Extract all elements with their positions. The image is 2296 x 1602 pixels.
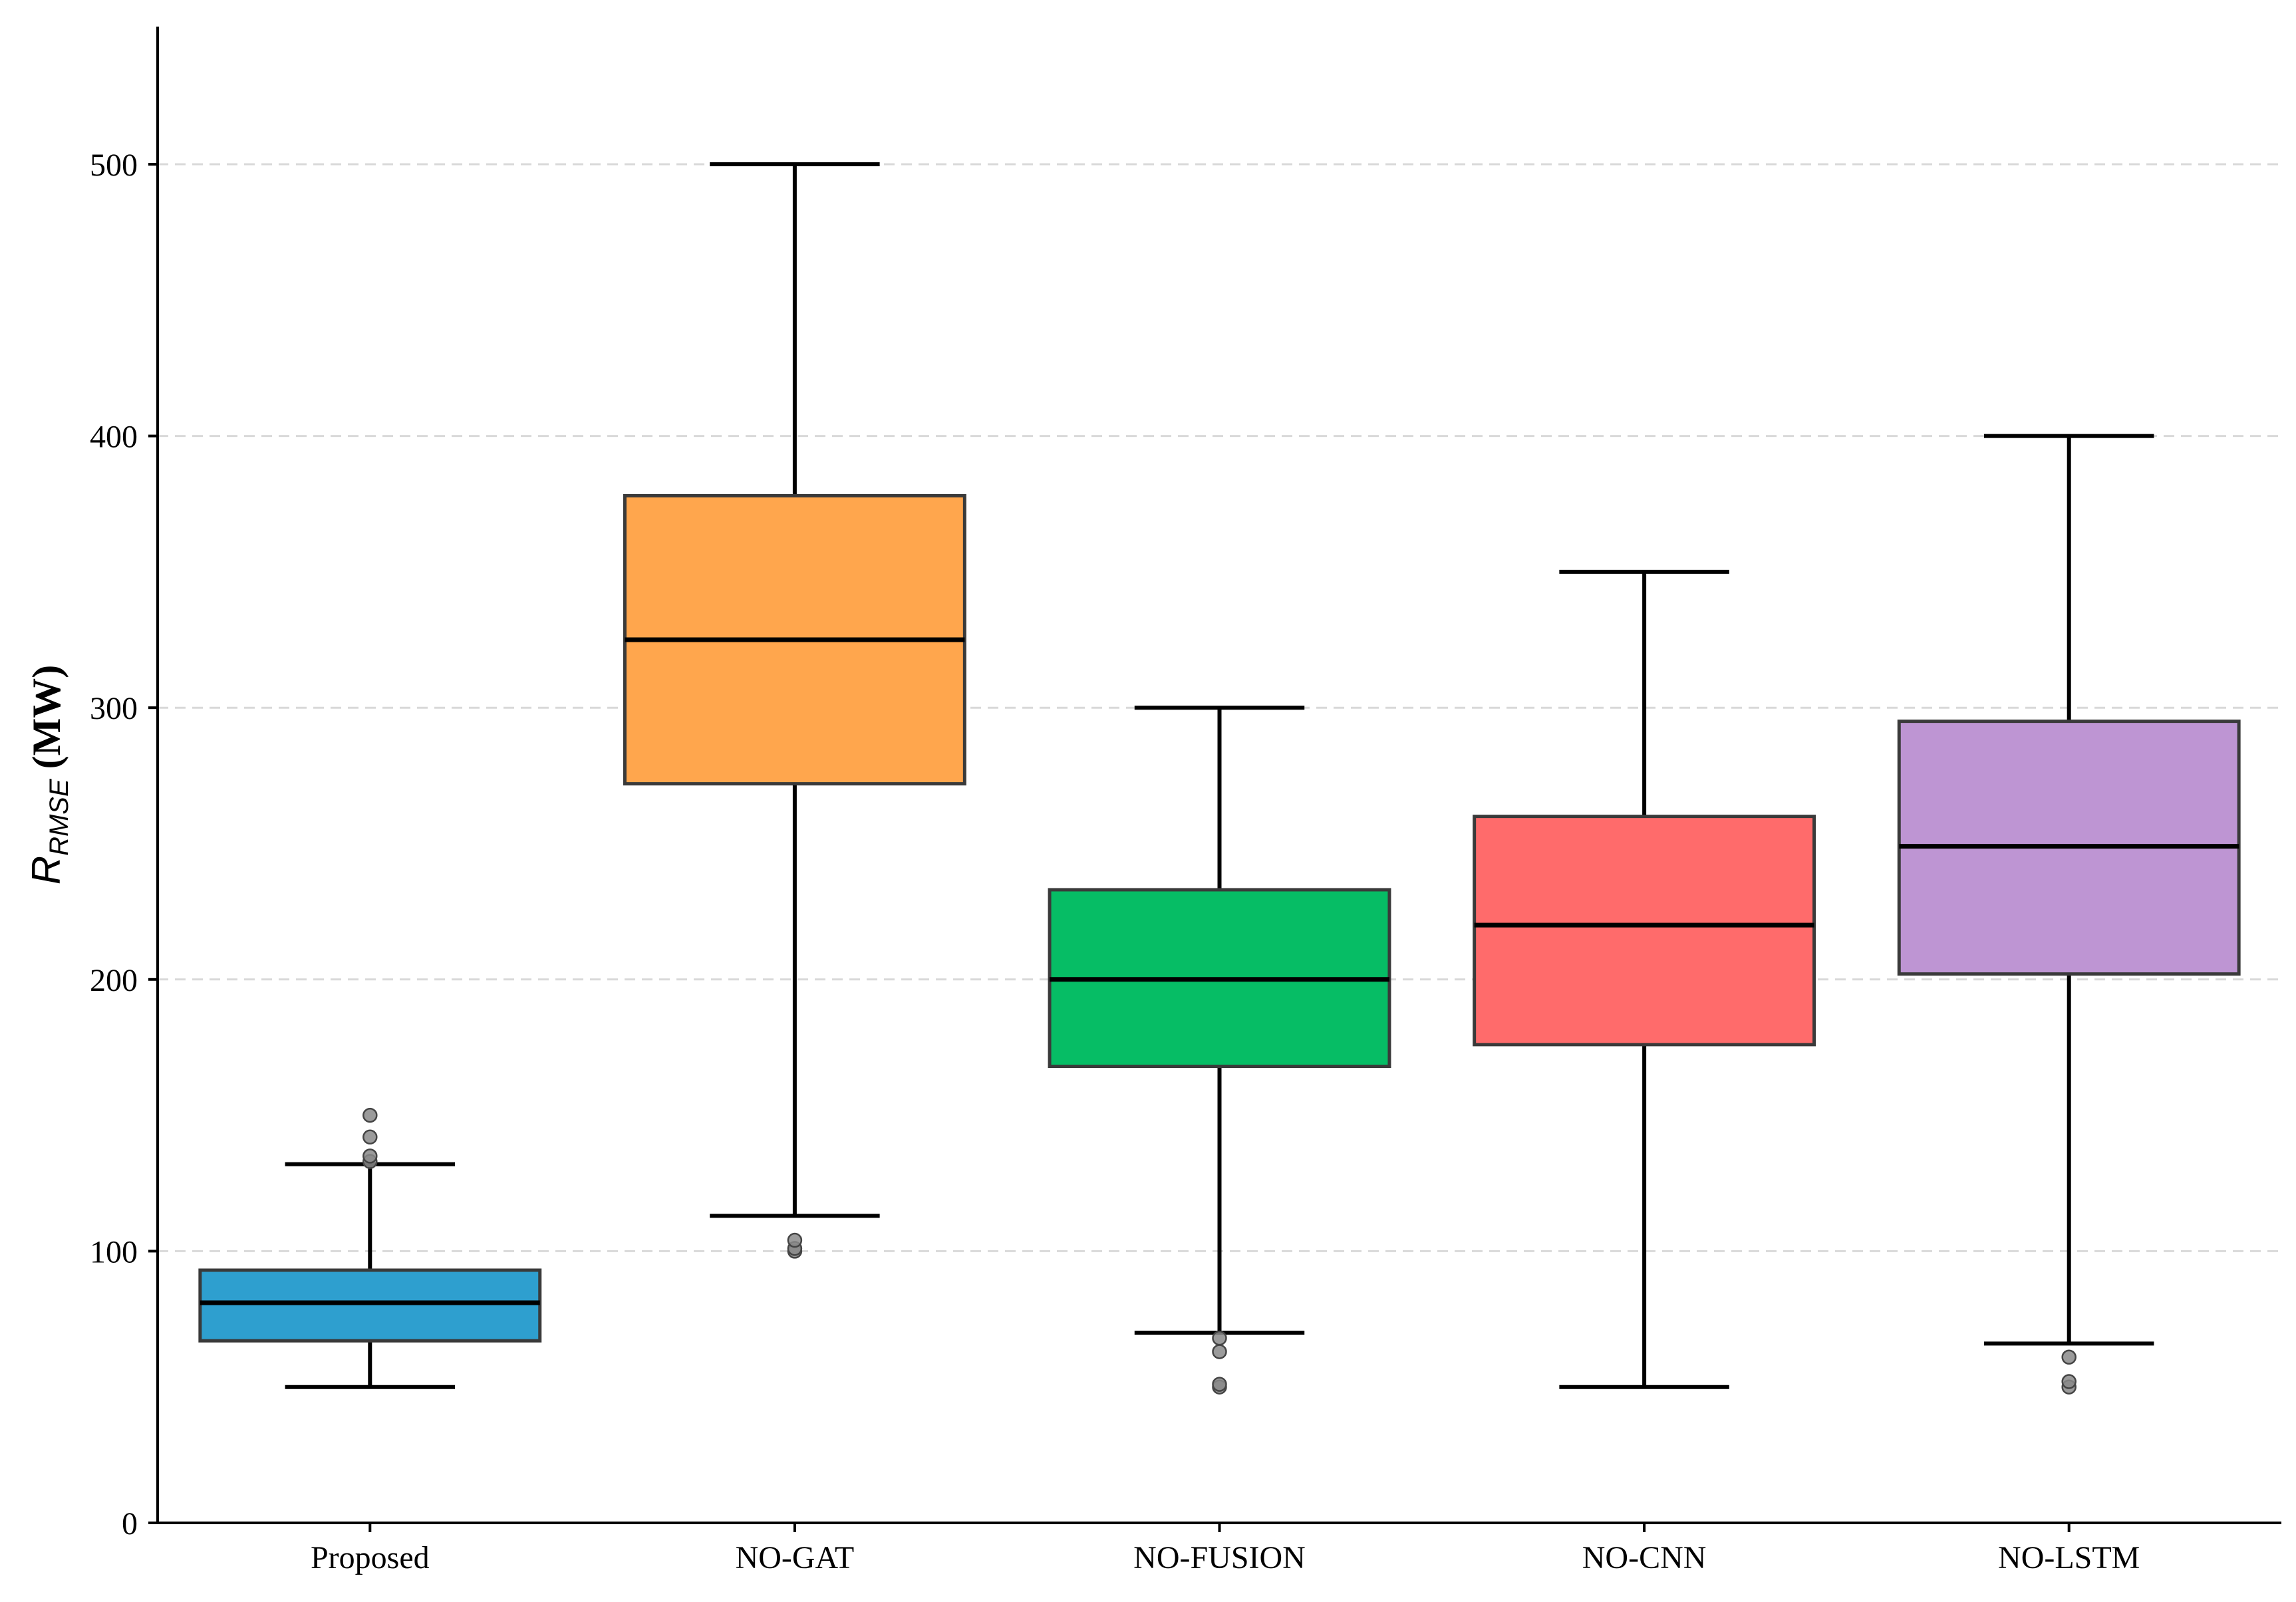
y-tick-label-200: 200	[90, 963, 138, 998]
outlier-no-lstm-1	[2061, 1374, 2077, 1389]
x-tick-label-no-lstm: NO-LSTM	[1998, 1540, 2140, 1575]
x-tick-label-no-cnn: NO-CNN	[1582, 1540, 1707, 1575]
y-tick-label-400: 400	[90, 420, 138, 455]
y-tick-label-300: 300	[90, 691, 138, 726]
y-ticks: 0 100 200 300 400 500	[90, 148, 158, 1541]
outlier-no-lstm-2	[2061, 1349, 2077, 1365]
outlier-no-fusion-1	[1212, 1377, 1227, 1392]
y-axis-label-unit: (MW)	[25, 665, 69, 779]
y-axis-label: RRMSE (MW)	[24, 665, 74, 885]
outlier-no-fusion-3	[1212, 1330, 1227, 1346]
outlier-proposed-1	[362, 1148, 378, 1164]
box-series	[198, 162, 2241, 1395]
outlier-proposed-3	[362, 1107, 378, 1123]
box-no-lstm	[1897, 434, 2241, 1395]
y-tick-label-100: 100	[90, 1234, 138, 1269]
outlier-no-gat-2	[787, 1232, 803, 1248]
y-axis-label-symbol: R	[24, 856, 69, 884]
outlier-proposed-2	[362, 1129, 378, 1145]
box-body-proposed	[198, 1268, 542, 1343]
x-tick-label-no-fusion: NO-FUSION	[1133, 1540, 1306, 1575]
x-ticks: Proposed NO-GAT NO-FUSION NO-CNN NO-LSTM	[311, 1523, 2140, 1575]
box-no-fusion	[1048, 706, 1391, 1395]
y-tick-label-500: 500	[90, 148, 138, 183]
box-body-no-cnn	[1473, 815, 1816, 1047]
y-tick-label-0: 0	[122, 1506, 138, 1541]
box-no-cnn	[1473, 569, 1816, 1389]
outlier-no-fusion-2	[1212, 1344, 1227, 1359]
y-axis-label-subscript: RMSE	[45, 778, 74, 856]
x-tick-label-no-gat: NO-GAT	[736, 1540, 855, 1575]
box-proposed	[198, 1107, 542, 1389]
box-no-gat	[623, 162, 966, 1259]
x-tick-label-proposed: Proposed	[311, 1540, 430, 1575]
